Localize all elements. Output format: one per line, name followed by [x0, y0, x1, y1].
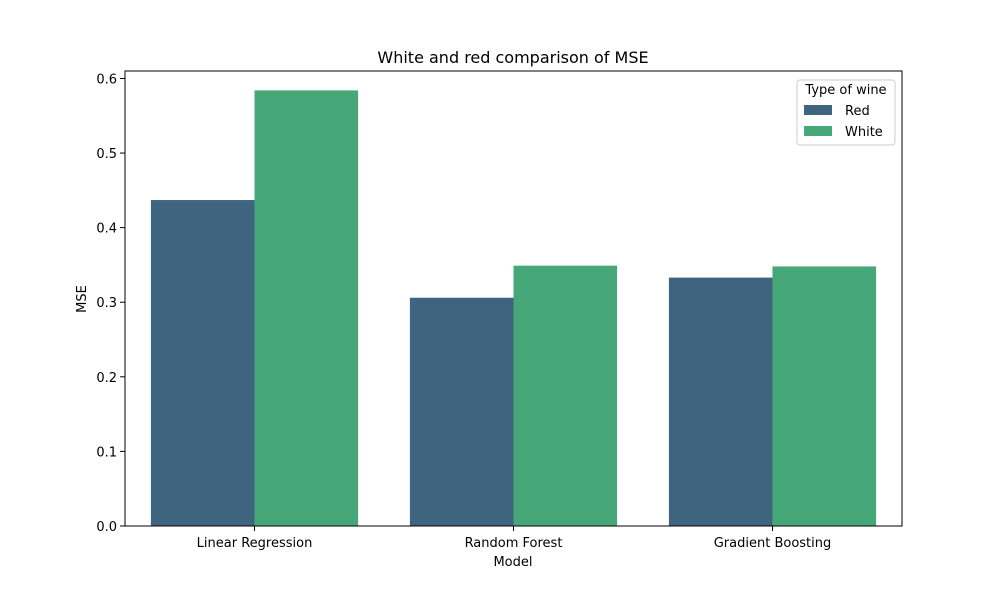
bars-group: [150, 90, 877, 527]
legend-label-red: Red: [845, 104, 870, 119]
x-tick-label: Linear Regression: [197, 536, 313, 551]
y-tick-label: 0.0: [96, 520, 117, 535]
bar-red-random-forest: [409, 297, 514, 526]
y-tick-label: 0.4: [96, 222, 117, 237]
legend: Type of wine Red White: [796, 79, 896, 146]
legend-title: Type of wine: [804, 83, 886, 98]
x-axis-ticks: Linear Regression Random Forest Gradient B…: [197, 526, 832, 551]
chart-title: White and red comparison of MSE: [377, 48, 648, 67]
legend-swatch-red: [804, 105, 832, 115]
x-axis-label: Model: [493, 555, 532, 570]
x-tick-label: Random Forest: [465, 536, 563, 551]
bar-white-linear-regression: [254, 90, 359, 527]
y-tick-label: 0.5: [96, 147, 117, 162]
y-axis-label: MSE: [75, 285, 90, 313]
legend-label-white: White: [845, 125, 883, 140]
y-tick-label: 0.1: [96, 445, 117, 460]
y-tick-label: 0.3: [96, 296, 117, 311]
y-tick-label: 0.6: [96, 72, 117, 87]
bar-white-gradient-boosting: [772, 266, 877, 526]
legend-swatch-white: [804, 126, 832, 136]
y-tick-label: 0.2: [96, 371, 117, 386]
plot-frame: [124, 70, 903, 527]
x-tick-label: Gradient Boosting: [714, 536, 832, 551]
bar-white-random-forest: [513, 265, 618, 526]
bar-red-linear-regression: [150, 200, 255, 526]
y-axis-ticks: 0.0 0.1 0.2 0.3 0.4 0.5 0.6: [96, 72, 125, 535]
bar-red-gradient-boosting: [668, 277, 773, 526]
